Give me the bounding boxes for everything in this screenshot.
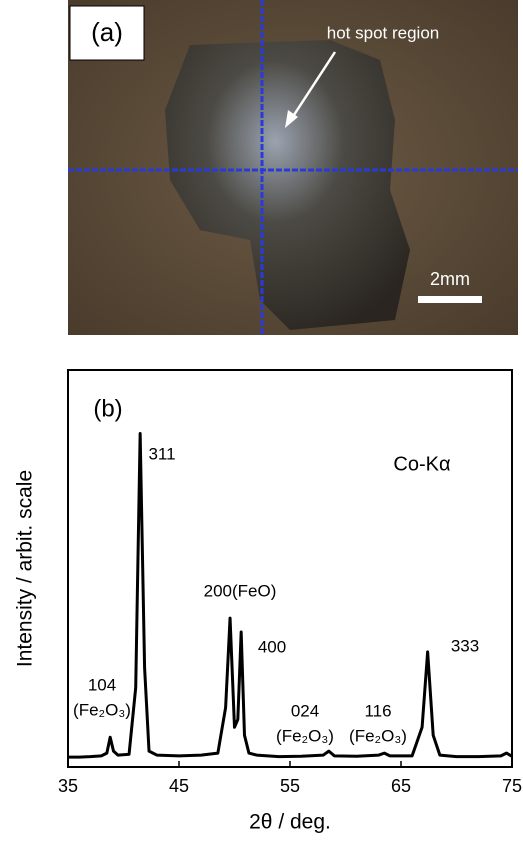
x-tick-label: 75 bbox=[502, 776, 522, 796]
y-axis-label: Intensity / arbit. scale bbox=[14, 470, 37, 667]
panel-label: (a) bbox=[91, 17, 123, 47]
chart: 35 45 55 65 75 2θ / deg. Intensity / arbit. sc… bbox=[14, 369, 522, 834]
annotation: Co-Kα bbox=[393, 453, 450, 475]
annotation: 116 bbox=[364, 701, 391, 720]
arrow bbox=[290, 51, 337, 119]
annotation: 200(FeO) bbox=[204, 581, 277, 600]
photo: (a) hot spot region 2mm bbox=[68, 0, 518, 335]
x-tick-label: 45 bbox=[169, 776, 189, 796]
annotation: 024 bbox=[291, 701, 319, 720]
label-box bbox=[69, 5, 145, 61]
scale-bar bbox=[418, 296, 482, 303]
annotation: 333 bbox=[451, 636, 479, 655]
annotation: (Fe₂O₃) bbox=[276, 726, 334, 745]
x-axis-label: 2θ / deg. bbox=[249, 811, 331, 834]
scale-label: 2mm bbox=[430, 269, 470, 289]
x-tick-label: 65 bbox=[391, 776, 411, 796]
annotation: 311 bbox=[148, 444, 175, 463]
x-tick-label: 55 bbox=[280, 776, 300, 796]
x-tick-label: 35 bbox=[58, 776, 78, 796]
sample bbox=[165, 40, 410, 330]
annotation: 400 bbox=[258, 637, 286, 656]
annotation: (Fe₂O₃) bbox=[349, 726, 407, 745]
annotation: (b) bbox=[93, 395, 122, 422]
annotation: (Fe₂O₃) bbox=[73, 700, 131, 719]
annotation: 104 bbox=[88, 675, 116, 694]
arrow-head bbox=[285, 110, 298, 128]
line bbox=[68, 432, 513, 759]
photo-annotation: hot spot region bbox=[327, 23, 439, 42]
